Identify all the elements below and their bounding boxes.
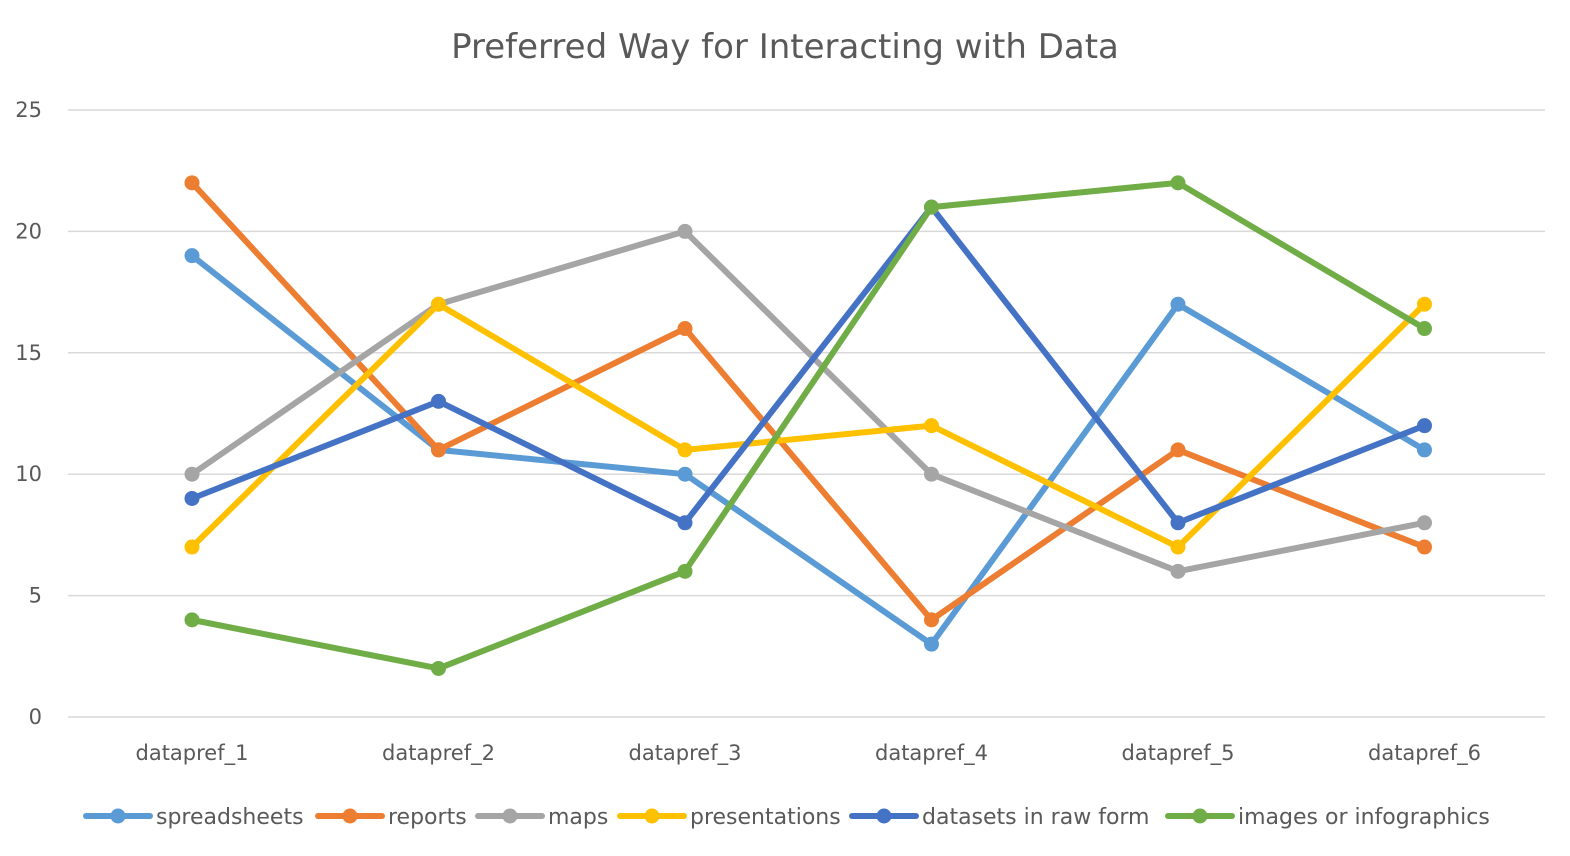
data-point-images-or-infographics-datapref_1 xyxy=(184,612,200,628)
chart-title: Preferred Way for Interacting with Data xyxy=(451,27,1119,67)
data-point-datasets-in-raw-form-datapref_5 xyxy=(1170,515,1186,531)
legend-item-spreadsheets: spreadsheets xyxy=(83,805,304,830)
series-line-spreadsheets xyxy=(189,252,1428,648)
legend-item-presentations: presentations xyxy=(617,805,841,830)
data-point-datasets-in-raw-form-datapref_2 xyxy=(431,393,446,409)
y-tick-label-15: 15 xyxy=(15,341,42,365)
data-point-images-or-infographics-datapref_2 xyxy=(431,660,446,676)
data-point-maps-datapref_4 xyxy=(924,466,939,482)
x-tick-label-datapref_2: datapref_2 xyxy=(382,741,495,766)
legend-swatch-marker xyxy=(342,808,358,824)
data-point-spreadsheets-datapref_3 xyxy=(677,466,693,482)
data-point-reports-datapref_6 xyxy=(1417,539,1432,555)
data-point-reports-datapref_3 xyxy=(677,321,693,337)
data-point-reports-datapref_5 xyxy=(1170,442,1186,458)
data-point-spreadsheets-datapref_1 xyxy=(184,248,200,264)
series-line-reports xyxy=(189,179,1428,623)
data-point-presentations-datapref_5 xyxy=(1170,539,1186,555)
series-lines xyxy=(184,175,1432,676)
series-line-maps xyxy=(189,228,1428,575)
legend-label: presentations xyxy=(690,805,841,830)
data-point-maps-datapref_6 xyxy=(1417,515,1432,531)
y-axis-ticks: 0 5 10 15 20 25 xyxy=(15,98,42,729)
data-point-spreadsheets-datapref_4 xyxy=(924,636,939,652)
x-tick-label-datapref_5: datapref_5 xyxy=(1122,741,1235,766)
legend-swatch-marker xyxy=(110,808,126,824)
data-point-images-or-infographics-datapref_6 xyxy=(1417,321,1432,337)
legend-label: spreadsheets xyxy=(156,805,304,830)
x-tick-label-datapref_4: datapref_4 xyxy=(875,741,988,766)
x-axis-ticks: datapref_1 datapref_2 datapref_3 datapref_4… xyxy=(136,741,1481,766)
legend-item-datasets-in-raw-form: datasets in raw form xyxy=(849,805,1150,830)
legend-item-maps: maps xyxy=(475,805,608,830)
legend-swatch-marker xyxy=(644,808,660,824)
data-point-reports-datapref_4 xyxy=(924,612,939,628)
data-point-images-or-infographics-datapref_5 xyxy=(1170,175,1186,191)
data-point-reports-datapref_1 xyxy=(184,175,200,191)
series-reports xyxy=(184,175,1432,628)
series-maps xyxy=(184,223,1432,579)
legend-item-reports: reports xyxy=(315,805,467,830)
y-tick-label-0: 0 xyxy=(29,705,42,729)
x-tick-label-datapref_3: datapref_3 xyxy=(629,741,742,766)
data-point-presentations-datapref_3 xyxy=(677,442,693,458)
series-images-or-infographics xyxy=(184,175,1432,676)
series-line-images-or-infographics xyxy=(189,179,1428,672)
data-point-datasets-in-raw-form-datapref_6 xyxy=(1417,418,1432,434)
legend-item-images-or-infographics: images or infographics xyxy=(1165,805,1490,830)
data-point-images-or-infographics-datapref_3 xyxy=(677,563,693,579)
x-tick-label-datapref_1: datapref_1 xyxy=(136,741,249,766)
data-point-spreadsheets-datapref_6 xyxy=(1417,442,1432,458)
data-point-reports-datapref_2 xyxy=(431,442,446,458)
legend-label: images or infographics xyxy=(1238,805,1490,830)
data-point-maps-datapref_3 xyxy=(677,223,693,239)
data-point-datasets-in-raw-form-datapref_1 xyxy=(184,490,200,506)
legend-swatch-marker xyxy=(502,808,518,824)
y-tick-label-10: 10 xyxy=(15,462,42,486)
data-point-presentations-datapref_1 xyxy=(184,539,200,555)
y-tick-label-25: 25 xyxy=(15,98,42,122)
data-point-presentations-datapref_6 xyxy=(1417,296,1432,312)
data-point-maps-datapref_1 xyxy=(184,466,200,482)
series-spreadsheets xyxy=(184,248,1432,652)
data-point-presentations-datapref_2 xyxy=(431,296,446,312)
gridlines xyxy=(68,109,1545,718)
y-tick-label-5: 5 xyxy=(29,584,42,608)
data-point-maps-datapref_5 xyxy=(1170,563,1186,579)
legend: spreadsheets reports maps presentations data… xyxy=(83,805,1490,830)
legend-swatch-marker xyxy=(1192,808,1208,824)
legend-label: maps xyxy=(548,805,608,830)
data-point-images-or-infographics-datapref_4 xyxy=(924,199,939,215)
legend-label: reports xyxy=(388,805,467,830)
x-tick-label-datapref_6: datapref_6 xyxy=(1368,741,1481,766)
legend-label: datasets in raw form xyxy=(922,805,1150,830)
legend-swatch-marker xyxy=(876,808,892,824)
data-point-datasets-in-raw-form-datapref_3 xyxy=(677,515,693,531)
series-line-datasets-in-raw-form xyxy=(189,204,1428,526)
data-point-spreadsheets-datapref_5 xyxy=(1170,296,1186,312)
y-tick-label-20: 20 xyxy=(15,219,42,243)
data-point-presentations-datapref_4 xyxy=(924,418,939,434)
